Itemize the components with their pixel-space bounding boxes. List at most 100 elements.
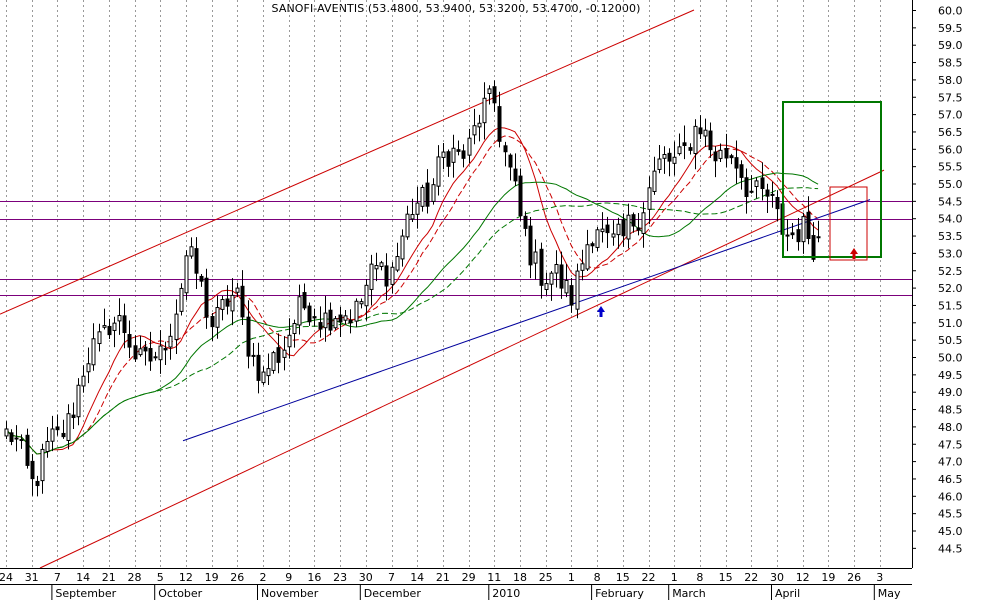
candle-body <box>379 262 384 267</box>
candle-body <box>436 156 441 187</box>
candle-body <box>240 285 245 318</box>
trend-line <box>182 199 871 442</box>
candle-body <box>354 300 359 322</box>
trend-line <box>39 169 885 569</box>
candle-body <box>66 413 71 441</box>
candle-body <box>91 338 96 366</box>
candle-body <box>50 428 55 442</box>
candle-body <box>184 255 189 294</box>
x-day-label: 16 <box>307 571 321 584</box>
x-month-label: May <box>878 587 901 600</box>
candle-body <box>533 251 538 264</box>
candle-body <box>451 147 456 163</box>
blue-up-arrow <box>597 306 605 317</box>
candle-body <box>585 244 590 270</box>
candle-body <box>595 229 600 248</box>
trend-line <box>0 9 695 315</box>
candle-body <box>539 248 544 286</box>
candle-body <box>230 294 235 312</box>
y-tick-label: 59.0 <box>938 39 963 52</box>
candle-body <box>204 277 209 318</box>
candle-body <box>672 156 677 164</box>
candle-body <box>611 233 616 238</box>
candle-body <box>503 145 508 153</box>
y-tick-label: 57.5 <box>938 91 963 104</box>
candle-body <box>210 316 215 328</box>
candle-body <box>662 154 667 159</box>
candle-body <box>97 331 102 345</box>
x-day-label: 23 <box>333 571 347 584</box>
y-tick-label: 52.0 <box>938 282 963 295</box>
trend-lines <box>0 9 885 569</box>
candle-body <box>117 315 122 322</box>
candle-body <box>765 189 770 197</box>
candle-body <box>467 137 472 156</box>
candle-body <box>271 352 276 371</box>
annotations <box>597 101 882 317</box>
candle-body <box>25 434 30 466</box>
y-tick-label: 50.5 <box>938 334 963 347</box>
x-day-label: 22 <box>744 571 758 584</box>
candle-body <box>30 460 35 480</box>
candle-body <box>127 334 132 348</box>
candle-body <box>554 264 559 274</box>
y-tick-label: 55.5 <box>938 161 963 174</box>
candle-body <box>816 236 821 239</box>
moving-average-line <box>5 187 819 455</box>
candle-body <box>307 305 312 323</box>
candle-body <box>4 428 9 437</box>
candle-body <box>790 232 795 236</box>
y-tick-label: 47.0 <box>938 456 963 469</box>
x-day-label: 12 <box>179 571 193 584</box>
candle-body <box>246 316 251 357</box>
x-day-label: 24 <box>0 571 13 584</box>
chart-title: SANOFI-AVENTIS (53.4800, 53.9400, 53.320… <box>271 2 641 15</box>
candle-body <box>718 149 723 159</box>
moving-averages <box>5 127 819 455</box>
candle-body <box>133 345 138 360</box>
y-tick-label: 46.5 <box>938 473 963 486</box>
candle-body <box>395 256 400 271</box>
candle-body <box>107 325 112 336</box>
candle-body <box>569 285 574 306</box>
x-day-label: 1 <box>671 571 678 584</box>
candle-body <box>333 318 338 329</box>
candle-body <box>600 228 605 233</box>
candle-body <box>153 356 158 359</box>
candle-body <box>492 86 497 104</box>
candle-body <box>328 309 333 331</box>
candle-body <box>461 150 466 159</box>
x-day-label: 14 <box>410 571 424 584</box>
candle-body <box>698 127 703 135</box>
candle-body <box>61 432 66 438</box>
candle-body <box>369 263 374 290</box>
y-tick-label: 45.0 <box>938 525 963 538</box>
candle-body <box>359 301 364 305</box>
candle-body <box>19 439 24 442</box>
y-tick-label: 55.0 <box>938 178 963 191</box>
x-day-label: 26 <box>847 571 861 584</box>
candle-body <box>215 307 220 328</box>
y-tick-label: 50.0 <box>938 352 963 365</box>
candle-body <box>605 224 610 234</box>
candle-body <box>348 319 353 324</box>
candle-body <box>636 227 641 231</box>
candle-body <box>590 243 595 247</box>
candle-body <box>528 225 533 266</box>
grid-layer <box>6 0 881 568</box>
x-day-label: 3 <box>876 571 883 584</box>
x-day-label: 15 <box>616 571 630 584</box>
candle-body <box>364 284 369 307</box>
x-month-label: October <box>158 587 202 600</box>
candle-body <box>754 180 759 188</box>
candle-body <box>713 151 718 162</box>
candle-body <box>796 229 801 243</box>
x-day-label: 30 <box>770 571 784 584</box>
y-tick-label: 58.5 <box>938 57 963 70</box>
candle-body <box>45 440 50 452</box>
x-day-label: 19 <box>821 571 835 584</box>
x-day-label: 26 <box>230 571 244 584</box>
candle-body <box>508 154 513 168</box>
candle-body <box>374 265 379 270</box>
y-tick-label: 59.5 <box>938 22 963 35</box>
